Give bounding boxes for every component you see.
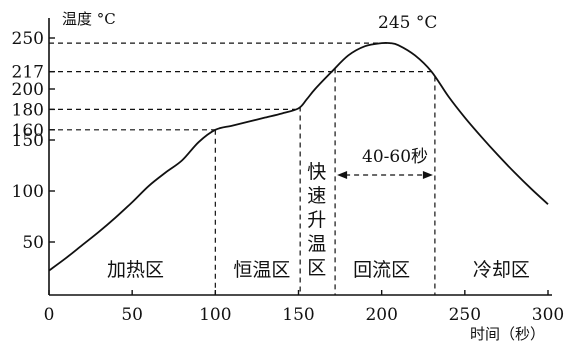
zone-label: 恒温区	[233, 259, 290, 281]
reflow-time-label: 40-60秒	[362, 147, 428, 167]
labels: 温度 °C 时间（秒） 245 °C 40-60秒 加热区 恒温区 回流区 冷却区 快速…	[62, 10, 545, 343]
y-tick-label: 200	[12, 80, 44, 100]
zone-label: 回流区	[353, 259, 410, 281]
reference-lines	[49, 42, 436, 295]
x-axis-title: 时间（秒）	[470, 325, 545, 343]
y-tick-label: 160	[12, 121, 44, 141]
y-tick-label: 150	[12, 131, 44, 151]
y-tick-label: 50	[22, 233, 44, 253]
arrowhead-right	[422, 171, 433, 179]
x-tick-label: 50	[121, 305, 143, 325]
curve-layer	[48, 41, 549, 272]
ramp-zone-char: 温	[307, 233, 326, 255]
ramp-zone-char: 区	[307, 257, 326, 279]
ramp-zone-char: 升	[307, 209, 326, 231]
y-tick-label: 217	[12, 63, 44, 83]
arrowhead-left	[337, 171, 348, 179]
y-axis-title: 温度 °C	[62, 10, 116, 28]
zone-label: 冷却区	[473, 259, 530, 281]
y-tick-label: 180	[12, 100, 44, 120]
x-tick-label: 250	[449, 305, 481, 325]
x-tick-label: 300	[532, 305, 564, 325]
y-tick-label: 250	[12, 29, 44, 49]
zone-label: 加热区	[107, 259, 164, 281]
y-tick-label: 100	[12, 182, 44, 202]
x-tick-label: 0	[44, 305, 55, 325]
peak-temperature-label: 245 °C	[378, 13, 437, 33]
axes: 0 50 100 150 200 250 3005010015016018020021725…	[12, 18, 564, 325]
temperature-curve	[48, 41, 549, 272]
x-tick-label: 150	[282, 305, 314, 325]
x-tick-label: 100	[199, 305, 231, 325]
ramp-zone-char: 快	[307, 161, 326, 183]
ramp-zone-char: 速	[307, 185, 326, 207]
x-tick-label: 200	[365, 305, 397, 325]
